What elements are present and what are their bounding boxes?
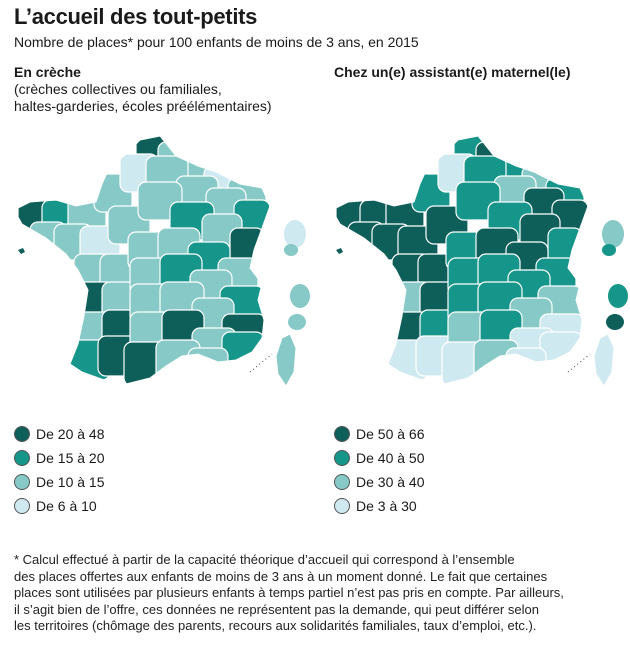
legend-label: De 3 à 30	[356, 498, 417, 514]
legend-creche: De 20 à 48 De 15 à 20 De 10 à 15 De 6 à …	[14, 422, 105, 518]
island	[344, 205, 353, 212]
legend-label: De 40 à 50	[356, 450, 425, 466]
legend-label: De 30 à 40	[356, 474, 425, 490]
map-panel-creche: En crèche (crèches collectives ou famili…	[0, 0, 310, 530]
map-subheading-2: haltes-garderies, écoles préélémentaires…	[14, 98, 272, 114]
page-subtitle: Nombre de places* pour 100 enfants de mo…	[14, 34, 419, 50]
france-outline	[331, 135, 589, 385]
legend-swatch	[334, 450, 350, 466]
legend-label: De 6 à 10	[36, 498, 97, 514]
departements-group	[335, 136, 588, 384]
page-title: L’accueil des tout-petits	[14, 4, 258, 29]
legend-item: De 30 à 40	[334, 470, 425, 494]
legend-swatch	[14, 426, 30, 442]
footnote-line: places sont utilisées par plusieurs enfa…	[14, 585, 564, 600]
legend-swatch	[14, 450, 30, 466]
overseas-region	[606, 314, 624, 330]
island	[336, 248, 343, 254]
map-heading: Chez un(e) assistant(e) maternel(le)	[334, 64, 571, 80]
overseas-region	[602, 244, 616, 256]
map-heading: En crèche	[14, 64, 81, 80]
legend-swatch	[14, 498, 30, 514]
overseas-region	[602, 220, 624, 248]
footnote: * Calcul effectué à partir de la capacit…	[14, 552, 620, 635]
corsica-region	[275, 333, 297, 387]
legend-swatch	[334, 474, 350, 490]
departement-region	[187, 347, 229, 373]
departement-region	[505, 347, 547, 373]
map-panel-assistant: Chez un(e) assistant(e) maternel(le) De …	[318, 0, 628, 530]
legend-swatch	[14, 474, 30, 490]
legend-label: De 20 à 48	[36, 426, 105, 442]
departements-group	[17, 136, 270, 384]
map-subheading: (crèches collectives ou familiales,	[14, 81, 222, 97]
legend-item: De 15 à 20	[14, 446, 105, 470]
overseas-region	[284, 220, 306, 248]
legend-item: De 6 à 10	[14, 494, 105, 518]
island	[26, 205, 35, 212]
legend-label: De 10 à 15	[36, 474, 105, 490]
legend-swatch	[334, 498, 350, 514]
overseas-region	[284, 244, 298, 256]
legend-item: De 50 à 66	[334, 422, 425, 446]
departement-region	[155, 339, 201, 381]
map-heading-block: En crèche (crèches collectives ou famili…	[14, 64, 304, 115]
island	[18, 248, 25, 254]
france-outline	[13, 135, 271, 385]
footnote-line: il s’agit bien de l’offre, ces données n…	[14, 601, 539, 617]
departement-region	[473, 339, 519, 381]
footnote-line: * Calcul effectué à partir de la capacit…	[14, 552, 515, 567]
legend-assistant: De 50 à 66 De 40 à 50 De 30 à 40 De 3 à …	[334, 422, 425, 518]
legend-label: De 50 à 66	[356, 426, 425, 442]
legend-item: De 3 à 30	[334, 494, 425, 518]
map-heading-block: Chez un(e) assistant(e) maternel(le)	[334, 64, 624, 81]
legend-label: De 15 à 20	[36, 450, 105, 466]
legend-item: De 20 à 48	[14, 422, 105, 446]
overseas-region	[608, 284, 628, 308]
separator-dots	[567, 353, 591, 373]
footnote-line: des places offertes aux enfants de moins…	[14, 568, 548, 584]
legend-item: De 40 à 50	[334, 446, 425, 470]
france-map-creche	[13, 135, 310, 387]
france-map-assistant	[331, 135, 628, 387]
overseas-region	[290, 284, 310, 308]
footnote-line: les territoires (chômage des parents, re…	[14, 618, 537, 633]
corsica-region	[593, 333, 615, 387]
legend-item: De 10 à 15	[14, 470, 105, 494]
legend-swatch	[334, 426, 350, 442]
overseas-region	[288, 314, 306, 330]
separator-dots	[249, 353, 273, 373]
